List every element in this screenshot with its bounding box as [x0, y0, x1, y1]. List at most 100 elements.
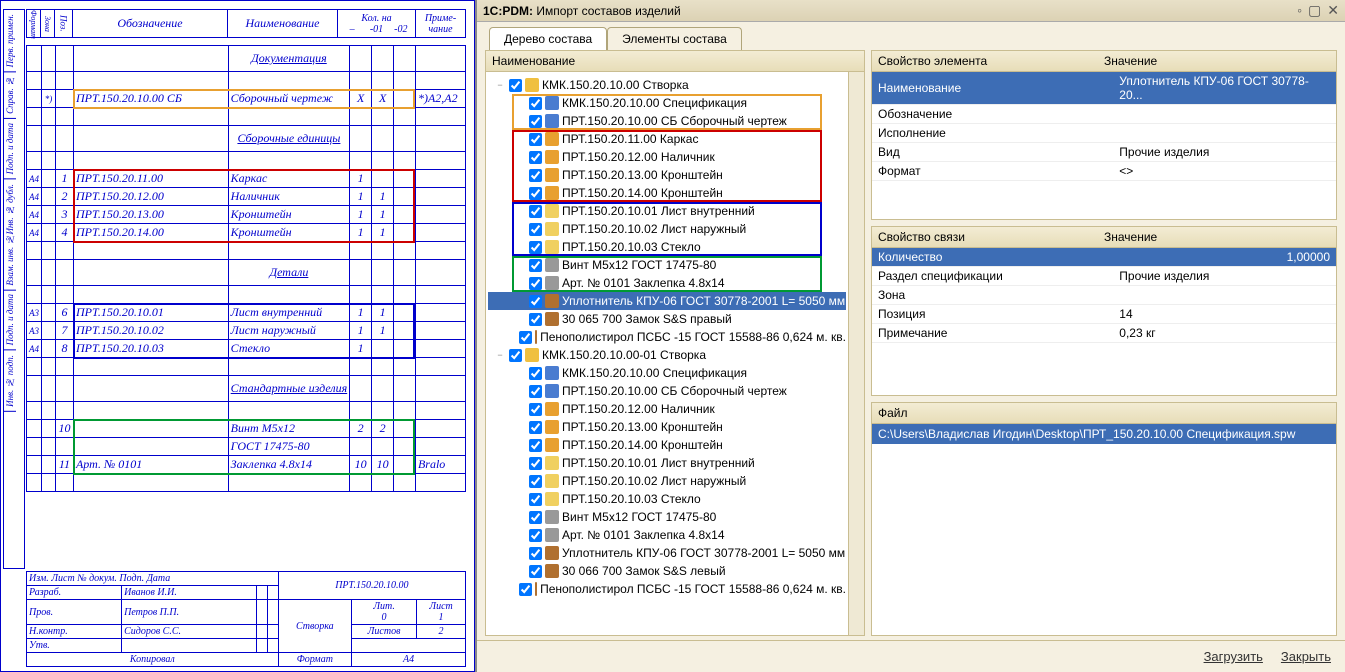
- tree-checkbox[interactable]: [529, 169, 542, 182]
- expand-icon[interactable]: −: [494, 350, 506, 360]
- tree-checkbox[interactable]: [529, 421, 542, 434]
- tree-node[interactable]: Винт М5х12 ГОСТ 17475-80: [488, 508, 846, 526]
- asm-icon: [545, 150, 559, 164]
- tree-checkbox[interactable]: [529, 565, 542, 578]
- tree-checkbox[interactable]: [529, 115, 542, 128]
- maximize-icon[interactable]: ▢: [1308, 2, 1321, 19]
- prop-row[interactable]: Формат<>: [872, 162, 1336, 181]
- link-props-table[interactable]: Количество1,00000Раздел спецификацииПроч…: [872, 248, 1336, 343]
- tree-checkbox[interactable]: [529, 403, 542, 416]
- tree-node[interactable]: ПРТ.150.20.10.02 Лист наружный: [488, 472, 846, 490]
- tree-label: ПРТ.150.20.12.00 Наличник: [562, 150, 715, 164]
- prop-row[interactable]: Исполнение: [872, 124, 1336, 143]
- tree-node[interactable]: ПРТ.150.20.10.01 Лист внутренний: [488, 202, 846, 220]
- tree[interactable]: −КМК.150.20.10.00 СтворкаКМК.150.20.10.0…: [486, 72, 848, 602]
- tree-checkbox[interactable]: [529, 97, 542, 110]
- tree-checkbox[interactable]: [529, 133, 542, 146]
- tree-node[interactable]: Уплотнитель КПУ-06 ГОСТ 30778-2001 L= 50…: [488, 292, 846, 310]
- file-path[interactable]: C:\Users\Владислав Игодин\Desktop\ПРТ_15…: [872, 424, 1336, 444]
- tree-checkbox[interactable]: [509, 349, 522, 362]
- prop-row[interactable]: Обозначение: [872, 105, 1336, 124]
- tree-checkbox[interactable]: [529, 187, 542, 200]
- tree-label: КМК.150.20.10.00 Спецификация: [562, 366, 747, 380]
- prop-row[interactable]: Позиция14: [872, 305, 1336, 324]
- tree-node[interactable]: ПРТ.150.20.14.00 Кронштейн: [488, 436, 846, 454]
- link-props-panel: Свойство связиЗначение Количество1,00000…: [871, 226, 1337, 396]
- tree-node[interactable]: ПРТ.150.20.10.03 Стекло: [488, 238, 846, 256]
- tree-checkbox[interactable]: [509, 79, 522, 92]
- expand-icon[interactable]: −: [494, 80, 506, 90]
- part-icon: [545, 456, 559, 470]
- tree-node[interactable]: ПРТ.150.20.14.00 Кронштейн: [488, 184, 846, 202]
- tree-node[interactable]: ПРТ.150.20.10.03 Стекло: [488, 490, 846, 508]
- tree-checkbox[interactable]: [529, 511, 542, 524]
- tab[interactable]: Элементы состава: [607, 27, 742, 50]
- tab[interactable]: Дерево состава: [489, 27, 607, 50]
- tree-node[interactable]: КМК.150.20.10.00 Спецификация: [488, 364, 846, 382]
- tree-checkbox[interactable]: [529, 385, 542, 398]
- drawing-pane: Перв. примен.Справ. №Подп. и датаВзам. и…: [0, 0, 475, 672]
- prop-row[interactable]: НаименованиеУплотнитель КПУ-06 ГОСТ 3077…: [872, 72, 1336, 105]
- tree-checkbox[interactable]: [529, 295, 542, 308]
- prop-row[interactable]: Зона: [872, 286, 1336, 305]
- tree-checkbox[interactable]: [529, 205, 542, 218]
- asm-icon: [545, 402, 559, 416]
- tree-checkbox[interactable]: [529, 493, 542, 506]
- tree-node[interactable]: Уплотнитель КПУ-06 ГОСТ 30778-2001 L= 50…: [488, 544, 846, 562]
- element-props-table[interactable]: НаименованиеУплотнитель КПУ-06 ГОСТ 3077…: [872, 72, 1336, 181]
- prop-row[interactable]: Количество1,00000: [872, 248, 1336, 267]
- tree-checkbox[interactable]: [519, 583, 532, 596]
- tree-node[interactable]: ПРТ.150.20.12.00 Наличник: [488, 148, 846, 166]
- minimize-icon[interactable]: ◦: [1297, 2, 1302, 19]
- prop-row[interactable]: ВидПрочие изделия: [872, 143, 1336, 162]
- tree-node[interactable]: ПРТ.150.20.12.00 Наличник: [488, 400, 846, 418]
- prop-row[interactable]: Раздел спецификацииПрочие изделия: [872, 267, 1336, 286]
- tree-node[interactable]: ПРТ.150.20.13.00 Кронштейн: [488, 166, 846, 184]
- tree-node[interactable]: ПРТ.150.20.10.02 Лист наружный: [488, 220, 846, 238]
- tree-checkbox[interactable]: [529, 439, 542, 452]
- tree-node[interactable]: Пенополистирол ПСБС -15 ГОСТ 15588-86 0,…: [488, 580, 846, 598]
- tree-checkbox[interactable]: [529, 367, 542, 380]
- tree-checkbox[interactable]: [529, 259, 542, 272]
- spec-row: А48ПРТ.150.20.10.03Стекло1: [27, 340, 466, 358]
- tree-node[interactable]: Пенополистирол ПСБС -15 ГОСТ 15588-86 0,…: [488, 328, 846, 346]
- tree-checkbox[interactable]: [529, 151, 542, 164]
- tree-checkbox[interactable]: [529, 547, 542, 560]
- tree-checkbox[interactable]: [529, 241, 542, 254]
- tree-node[interactable]: Винт М5х12 ГОСТ 17475-80: [488, 256, 846, 274]
- tree-node[interactable]: −КМК.150.20.10.00-01 Створка: [488, 346, 846, 364]
- tree-node[interactable]: −КМК.150.20.10.00 Створка: [488, 76, 846, 94]
- tree-node[interactable]: ПРТ.150.20.10.00 СБ Сборочный чертеж: [488, 112, 846, 130]
- tree-node[interactable]: ПРТ.150.20.10.00 СБ Сборочный чертеж: [488, 382, 846, 400]
- tree-label: ПРТ.150.20.12.00 Наличник: [562, 402, 715, 416]
- tree-node[interactable]: Арт. № 0101 Заклепка 4.8х14: [488, 274, 846, 292]
- tree-label: Уплотнитель КПУ-06 ГОСТ 30778-2001 L= 50…: [562, 294, 845, 308]
- tree-node[interactable]: Арт. № 0101 Заклепка 4.8х14: [488, 526, 846, 544]
- tree-node[interactable]: 30 066 700 Замок S&S левый: [488, 562, 846, 580]
- tree-checkbox[interactable]: [529, 277, 542, 290]
- tree-label: ПРТ.150.20.13.00 Кронштейн: [562, 420, 723, 434]
- tree-checkbox[interactable]: [519, 331, 532, 344]
- tree-node[interactable]: ПРТ.150.20.11.00 Каркас: [488, 130, 846, 148]
- tree-node[interactable]: 30 065 700 Замок S&S правый: [488, 310, 846, 328]
- close-icon[interactable]: ✕: [1327, 2, 1339, 19]
- tree-checkbox[interactable]: [529, 475, 542, 488]
- close-button[interactable]: Закрыть: [1281, 649, 1331, 664]
- tree-checkbox[interactable]: [529, 457, 542, 470]
- tree-label: ПРТ.150.20.10.00 СБ Сборочный чертеж: [562, 114, 787, 128]
- tree-scrollbar[interactable]: [848, 72, 864, 635]
- asm-icon: [545, 132, 559, 146]
- tree-node[interactable]: ПРТ.150.20.10.01 Лист внутренний: [488, 454, 846, 472]
- prop-row[interactable]: Примечание0,23 кг: [872, 324, 1336, 343]
- tree-checkbox[interactable]: [529, 223, 542, 236]
- link-props-h1: Свойство связи: [878, 230, 1104, 244]
- tree-checkbox[interactable]: [529, 313, 542, 326]
- elem-props-h2: Значение: [1104, 54, 1330, 68]
- oth-icon: [545, 312, 559, 326]
- tree-node[interactable]: КМК.150.20.10.00 Спецификация: [488, 94, 846, 112]
- title-block: Изм. Лист № докум. Подп. ДатаПРТ.150.20.…: [26, 571, 466, 667]
- tree-checkbox[interactable]: [529, 529, 542, 542]
- asm-icon: [545, 186, 559, 200]
- load-button[interactable]: Загрузить: [1204, 649, 1263, 664]
- tree-node[interactable]: ПРТ.150.20.13.00 Кронштейн: [488, 418, 846, 436]
